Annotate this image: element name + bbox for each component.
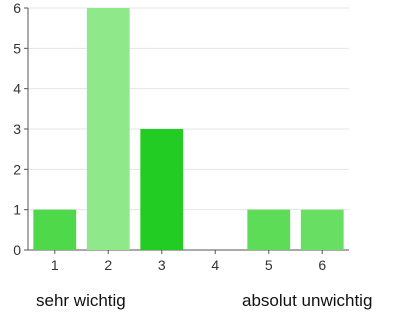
bar-chart: 0 1 2 3 4 5 6 1 2 3 4 5 6 — [13, 0, 349, 273]
bar-6 — [300, 209, 344, 250]
bar-3 — [140, 129, 184, 250]
x-tick-label-3: 3 — [158, 257, 166, 273]
bar-2 — [86, 8, 130, 250]
bar-1 — [33, 209, 77, 250]
tick-labels: 0 1 2 3 4 5 6 1 2 3 4 5 6 — [13, 0, 326, 273]
x-tick-label-2: 2 — [104, 257, 112, 273]
scale-label-left: sehr wichtig — [36, 291, 126, 310]
x-tick-label-5: 5 — [265, 257, 273, 273]
scale-label-right: absolut unwichtig — [242, 291, 373, 310]
y-tick-label-3: 3 — [13, 121, 21, 137]
x-tick-label-6: 6 — [318, 257, 326, 273]
x-tick-label-4: 4 — [211, 257, 219, 273]
y-tick-label-6: 6 — [13, 0, 21, 16]
y-tick-label-5: 5 — [13, 40, 21, 56]
grid-lines — [28, 7, 349, 211]
x-tick-label-1: 1 — [51, 257, 59, 273]
y-tick-label-4: 4 — [13, 81, 21, 97]
axes — [24, 7, 349, 254]
bar-5 — [247, 209, 291, 250]
y-tick-label-2: 2 — [13, 161, 21, 177]
y-tick-label-1: 1 — [13, 202, 21, 218]
bars — [33, 8, 344, 250]
y-tick-label-0: 0 — [13, 242, 21, 258]
